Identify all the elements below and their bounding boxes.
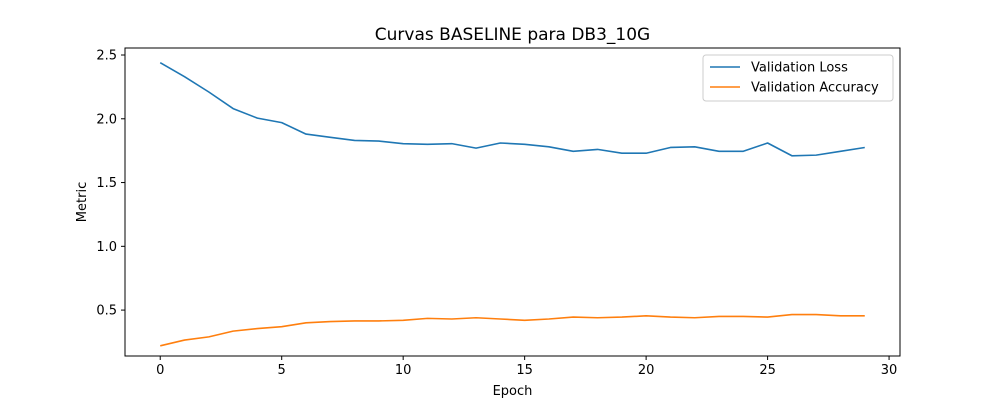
x-tick-label: 5 bbox=[278, 363, 286, 378]
series-line-validation-accuracy bbox=[160, 313, 865, 347]
legend-label-validation-loss: Validation Loss bbox=[751, 61, 848, 76]
x-tick-label: 20 bbox=[638, 363, 655, 378]
legend: Validation Loss Validation Accuracy bbox=[702, 54, 894, 102]
y-axis-title: Metric bbox=[75, 182, 90, 222]
x-tick-label: 15 bbox=[516, 363, 533, 378]
x-tick-label: 10 bbox=[395, 363, 412, 378]
plot-frame bbox=[124, 47, 901, 357]
y-tick-label: 1.5 bbox=[96, 176, 117, 191]
x-tick-label: 25 bbox=[759, 363, 776, 378]
y-axis: 0.5 1.0 1.5 2.0 2.5 bbox=[96, 49, 125, 319]
x-tick-label: 30 bbox=[881, 363, 898, 378]
x-axis-title: Epoch bbox=[493, 384, 533, 399]
series-line-validation-loss bbox=[159, 61, 865, 157]
y-tick-label: 2.0 bbox=[96, 112, 117, 127]
x-tick-label: 0 bbox=[156, 363, 164, 378]
legend-box bbox=[702, 54, 894, 102]
legend-label-validation-accuracy: Validation Accuracy bbox=[751, 81, 879, 96]
y-tick-label: 2.5 bbox=[96, 49, 117, 64]
x-axis: 0 5 10 15 20 25 30 bbox=[156, 356, 897, 378]
plot-area bbox=[159, 61, 865, 347]
y-tick-label: 0.5 bbox=[96, 304, 117, 319]
y-tick-label: 1.0 bbox=[96, 240, 117, 255]
chart-title: Curvas BASELINE para DB3_10G bbox=[375, 25, 650, 45]
